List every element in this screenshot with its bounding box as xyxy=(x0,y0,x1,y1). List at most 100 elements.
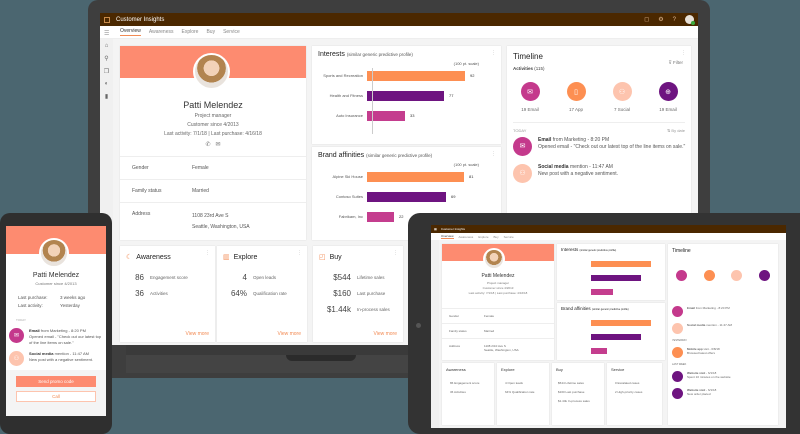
profile-photo xyxy=(483,248,505,270)
bar-row: Contoso Suites 69 xyxy=(312,189,501,204)
tab-overview[interactable]: Overview xyxy=(441,234,454,239)
tablet-service-card: Service 0 Escalated cases 2 High-priority … xyxy=(607,363,662,425)
phone-screen: Patti Melendez Customer since 4/2013 Las… xyxy=(6,226,106,416)
tab-explore[interactable]: Explore xyxy=(478,234,489,239)
profile-photo xyxy=(193,53,230,90)
view-more-link[interactable]: View more xyxy=(277,331,301,337)
bar-row: Sports and Recreation 92 xyxy=(312,68,501,83)
metric: 86 Engagement score xyxy=(135,272,188,282)
tab-explore[interactable]: Explore xyxy=(181,29,199,35)
summary-web[interactable]: ⊕ 19 Email xyxy=(658,82,678,112)
today-label: TODAY xyxy=(513,128,527,133)
profile-card: Patti Melendez Project manager Customer … xyxy=(120,46,306,240)
tab-awareness[interactable]: Awareness xyxy=(458,234,474,239)
more-options-icon[interactable]: ⋮ xyxy=(491,151,496,157)
metric: 4 Open leads xyxy=(242,272,277,282)
view-more-link[interactable]: View more xyxy=(373,331,397,337)
customer-since: Customer since 4/2013 xyxy=(187,122,239,128)
tab-buy[interactable]: Buy xyxy=(206,29,216,35)
timeline-item[interactable]: ✉ Email from Marketing - 8:20 PM Opened e… xyxy=(507,133,691,160)
nav-tabs: Overview Awareness Explore Buy Service xyxy=(100,26,698,39)
brand-title: Brand affinities (similar generic predic… xyxy=(318,152,433,159)
interests-chart: Sports and Recreation 92 Health and Fitne… xyxy=(312,68,501,123)
email-icon: ✉ xyxy=(9,328,24,343)
tablet-interests-card: Interests (similar generic predictive pr… xyxy=(557,244,665,300)
bookmark-icon[interactable]: ▮ xyxy=(104,94,109,100)
hamburger-menu-icon[interactable]: ☰ xyxy=(104,31,110,37)
tablet-screen: ▦ Customer Insights Overview Awareness Ex… xyxy=(431,225,786,428)
phone-icon[interactable]: ✆ xyxy=(205,142,211,148)
view-more-link[interactable]: View more xyxy=(185,331,209,337)
call-button[interactable]: Call xyxy=(16,391,96,402)
social-icon: ⚇ xyxy=(513,164,532,183)
timeline-title: Timeline xyxy=(513,52,543,61)
phone-device: Patti Melendez Customer since 4/2013 Las… xyxy=(0,213,112,434)
tablet-profile-card: Patti Melendez Project manager Customer s… xyxy=(442,244,554,360)
metric: 36 Activities xyxy=(135,288,168,298)
tablet-explore-card: Explore 4 Open leads 64% Qualification rat… xyxy=(497,363,549,425)
explore-card: ⋮ ▥ Explore 4 Open leads 64% Qualification … xyxy=(217,246,307,342)
more-options-icon[interactable]: ⋮ xyxy=(681,50,686,56)
timeline-item[interactable]: ✉ Email from Marketing - 8:20 PM Opened e… xyxy=(6,322,106,346)
tablet-nav-tabs: Overview Awareness Explore Buy Service xyxy=(431,233,786,240)
globe-icon: ⊕ xyxy=(658,82,678,101)
bell-icon[interactable]: ◻ xyxy=(644,17,650,23)
summary-email[interactable]: ✉ 19 Email xyxy=(520,82,540,112)
mail-icon[interactable]: ✉ xyxy=(215,142,221,148)
help-icon[interactable]: ? xyxy=(672,16,676,23)
bar-row: Alpine Ski House 81 xyxy=(312,169,501,184)
bar-row: Fabrikam, Inc 22 xyxy=(312,209,501,224)
profile-photo xyxy=(39,238,69,268)
profile-title: Project manager xyxy=(194,113,232,119)
laptop-screen: Customer Insights ◻ ⚙ ? Overview Awarene… xyxy=(100,13,698,345)
files-icon[interactable]: ❐ xyxy=(103,69,110,75)
brand-chart: Alpine Ski House 81 Contoso Suites 69 Fabr… xyxy=(312,169,501,224)
timeline-card: ⋮ Timeline ⊽ Filter Activities (115) ✉ 19… xyxy=(507,46,691,240)
timeline-item[interactable]: ⚇ Social media mention - 11:47 AM New pos… xyxy=(6,346,106,366)
bar-row: Auto Insurance 33 xyxy=(312,108,501,123)
user-avatar[interactable] xyxy=(685,15,695,25)
app-launcher-icon[interactable]: ▦ xyxy=(434,227,437,231)
field-address: Address 1108 23rd Ave S Seattle, Washingto… xyxy=(120,202,306,241)
social-icon: ⚇ xyxy=(9,351,24,366)
field-family-status: Family status Married xyxy=(120,179,306,202)
shopping-bag-icon: ◰ xyxy=(319,254,326,261)
tab-service[interactable]: Service xyxy=(223,29,240,35)
more-options-icon[interactable]: ⋮ xyxy=(205,250,210,256)
tab-buy[interactable]: Buy xyxy=(493,234,499,239)
tablet-sidebar xyxy=(431,240,439,428)
segments-icon[interactable]: ⚲ xyxy=(104,56,109,62)
activities-label: Activities (115) xyxy=(513,66,545,71)
app-launcher-icon[interactable] xyxy=(104,16,110,23)
tab-overview[interactable]: Overview xyxy=(120,28,141,36)
timeline-item[interactable]: ⚇ Social media mention - 11:47 AM New pos… xyxy=(507,160,691,187)
tablet-timeline-card: Timeline Email from Marketing - 8:20 PM … xyxy=(668,244,778,425)
brand-scale: (100 pt. scale) xyxy=(453,162,479,167)
sort-by-date[interactable]: ⇅ By date xyxy=(666,128,685,133)
globe-icon[interactable]: ◐ xyxy=(104,81,109,87)
home-icon[interactable]: ⌂ xyxy=(104,43,109,49)
laptop-device: Customer Insights ◻ ⚙ ? Overview Awarene… xyxy=(88,0,710,378)
send-promo-code-button[interactable]: Send promo code xyxy=(16,376,96,387)
last-activity: Last activity: 7/1/18 | Last purchase: 4… xyxy=(164,131,262,137)
tablet-awareness-card: Awareness 86 Engagement score 36 Activitie… xyxy=(442,363,494,425)
more-options-icon[interactable]: ⋮ xyxy=(491,50,496,56)
gear-icon[interactable]: ⚙ xyxy=(658,17,664,23)
contact-actions: ✆ ✉ xyxy=(120,141,306,148)
filter-button[interactable]: ⊽ Filter xyxy=(668,60,683,65)
metric: $1.44k In-process sales xyxy=(326,304,390,314)
phone-details: Last purchase: Last activity: 3 weeks ago… xyxy=(18,295,86,308)
profile-name: Patti Melendez xyxy=(183,100,243,110)
summary-social[interactable]: ⚇ 7 Social xyxy=(612,82,632,112)
interests-card: ⋮ Interests (similar generic predictive … xyxy=(312,46,501,144)
tab-awareness[interactable]: Awareness xyxy=(148,29,174,35)
summary-app[interactable]: ▯ 17 App xyxy=(566,82,586,112)
awareness-card: ⋮ ☾ Awareness 86 Engagement score 36 Activi… xyxy=(120,246,215,342)
tab-service[interactable]: Service xyxy=(503,234,514,239)
awareness-icon: ☾ xyxy=(126,254,133,261)
more-options-icon[interactable]: ⋮ xyxy=(297,250,302,256)
tablet-camera xyxy=(416,323,421,328)
more-options-icon[interactable]: ⋮ xyxy=(393,250,398,256)
tablet-brand-card: Brand affinities (similar generic predic… xyxy=(557,303,665,360)
social-icon: ⚇ xyxy=(612,82,632,101)
